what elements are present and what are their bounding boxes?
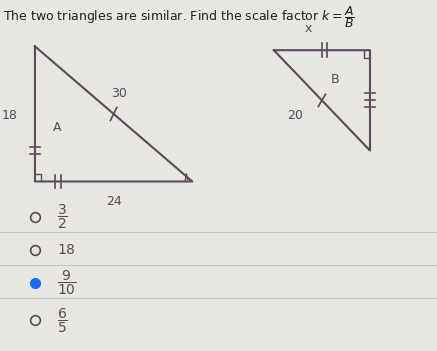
Text: 20: 20 (287, 109, 303, 122)
Text: A: A (52, 121, 61, 134)
Text: 18: 18 (2, 109, 17, 122)
Text: $\dfrac{9}{10}$: $\dfrac{9}{10}$ (57, 269, 76, 297)
Text: $\dfrac{6}{5}$: $\dfrac{6}{5}$ (57, 306, 68, 335)
Text: The two triangles are similar. Find the scale factor $k = \dfrac{A}{B}$: The two triangles are similar. Find the … (3, 4, 355, 30)
Text: 30: 30 (111, 87, 127, 100)
Text: 24: 24 (106, 194, 121, 207)
Text: $18$: $18$ (57, 243, 76, 257)
Text: $\dfrac{3}{2}$: $\dfrac{3}{2}$ (57, 203, 68, 231)
Text: x: x (305, 22, 312, 35)
Text: B: B (331, 73, 340, 86)
